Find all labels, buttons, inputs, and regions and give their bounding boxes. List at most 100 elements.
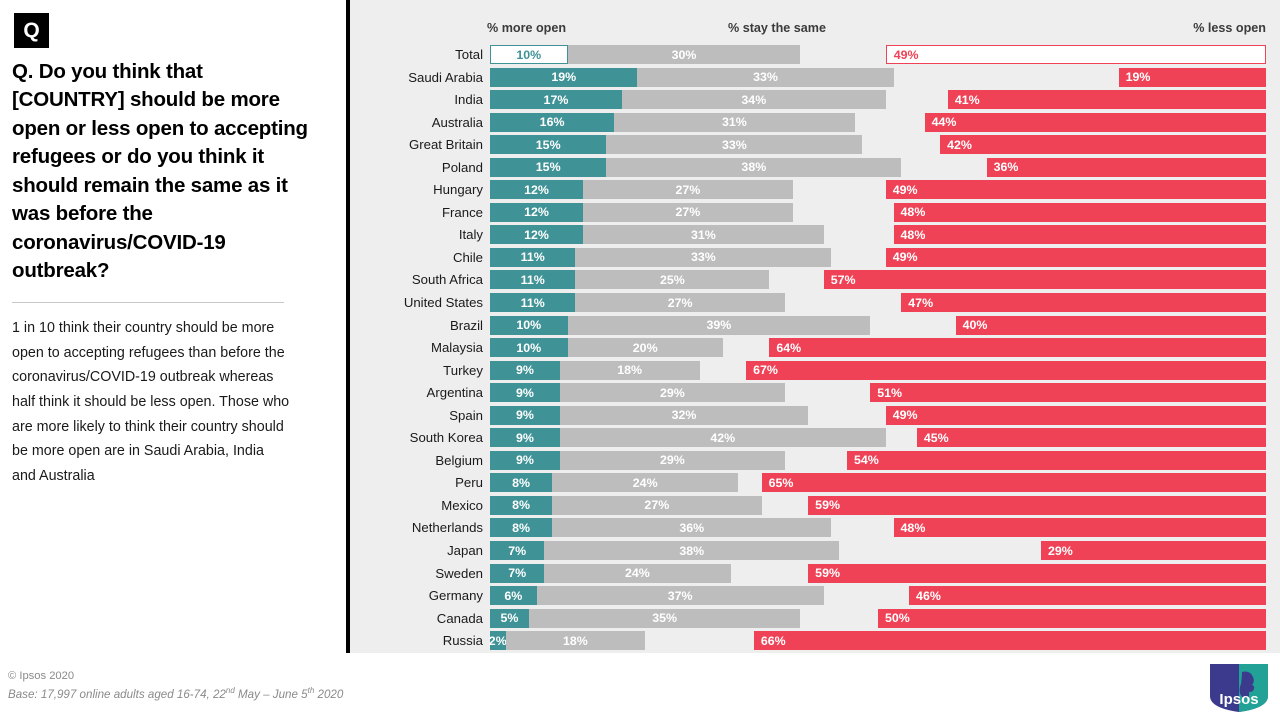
bar-area: 11% 33% 49% xyxy=(490,247,1266,267)
chart-row: Total 10% 30% 49% xyxy=(350,45,1280,68)
bar-value-less-open: 48% xyxy=(900,520,926,535)
bar-stay-same: 39% xyxy=(567,315,871,335)
bar-value-more-open: 16% xyxy=(539,115,565,130)
bar-value-stay-same: 38% xyxy=(679,543,705,558)
bar-value-stay-same: 25% xyxy=(659,272,685,287)
bar-area: 9% 29% 54% xyxy=(490,450,1266,470)
bar-more-open: 19% xyxy=(490,67,638,87)
row-label-france: France xyxy=(441,204,483,220)
bar-area: 11% 25% 57% xyxy=(490,270,1266,290)
row-label-spain: Spain xyxy=(449,407,483,423)
bar-stay-same: 27% xyxy=(583,202,793,222)
bar-less-open: 66% xyxy=(753,631,1266,651)
bar-more-open: 9% xyxy=(490,383,560,403)
bar-value-more-open: 8% xyxy=(512,520,530,535)
bar-stay-same: 36% xyxy=(552,518,832,538)
bar-value-more-open: 9% xyxy=(515,408,534,423)
bar-area: 10% 20% 64% xyxy=(490,338,1266,358)
bar-value-stay-same: 27% xyxy=(675,205,701,220)
bar-stay-same: 20% xyxy=(567,338,723,358)
legend-more-open: % more open xyxy=(487,21,567,35)
copyright-text: © Ipsos 2020 xyxy=(8,670,75,682)
bar-less-open: 45% xyxy=(916,428,1266,448)
row-label-japan: Japan xyxy=(447,543,483,559)
bar-value-more-open: 12% xyxy=(524,227,549,242)
chart-row: Poland 15% 38% 36% xyxy=(350,157,1280,181)
bar-value-less-open: 50% xyxy=(885,611,910,626)
row-label-italy: Italy xyxy=(458,227,483,243)
bar-value-less-open: 40% xyxy=(962,318,988,333)
bar-value-stay-same: 36% xyxy=(679,520,705,535)
bar-stay-same: 35% xyxy=(528,608,801,628)
bar-value-more-open: 9% xyxy=(515,363,534,378)
bar-value-stay-same: 31% xyxy=(690,227,716,242)
chart-row: Great Britain 15% 33% 42% xyxy=(350,135,1280,158)
row-label-germany: Germany xyxy=(428,588,483,604)
bar-less-open: 48% xyxy=(893,225,1266,245)
bar-value-more-open: 5% xyxy=(500,611,519,626)
bar-value-less-open: 54% xyxy=(853,453,879,468)
bar-value-less-open: 51% xyxy=(877,385,903,400)
legend-less-open: % less open xyxy=(1193,21,1266,35)
bar-area: 15% 33% 42% xyxy=(490,135,1266,155)
bar-less-open: 46% xyxy=(909,586,1266,606)
base-mid: May – June 5 xyxy=(234,688,308,702)
bar-area: 2% 18% 66% xyxy=(489,631,1266,651)
summary-text: 1 in 10 think their country should be mo… xyxy=(12,319,290,485)
bar-value-stay-same: 29% xyxy=(659,385,685,400)
bar-more-open: 8% xyxy=(490,495,553,515)
chart-legend: % more open % stay the same % less open xyxy=(350,21,1280,39)
bar-stay-same: 27% xyxy=(552,495,762,515)
bar-value-more-open: 15% xyxy=(535,160,561,175)
bar-value-less-open: 45% xyxy=(923,430,949,445)
bar-more-open: 11% xyxy=(490,270,576,290)
bar-stay-same: 24% xyxy=(544,563,731,583)
bar-value-more-open: 11% xyxy=(520,272,545,287)
chart-row: Turkey 9% 18% 67% xyxy=(350,360,1280,384)
chart-row: Mexico 8% 27% 59% xyxy=(350,495,1280,519)
bar-area: 7% 38% 29% xyxy=(490,541,1266,561)
bar-area: 10% 30% 49% xyxy=(490,45,1266,64)
bar-value-less-open: 65% xyxy=(768,475,794,490)
bar-value-less-open: 46% xyxy=(916,588,941,603)
chart-row: France 12% 27% 48% xyxy=(350,202,1280,226)
bar-stay-same: 24% xyxy=(552,473,739,493)
bar-value-more-open: 9% xyxy=(515,385,534,400)
row-label-poland: Poland xyxy=(441,159,483,175)
chart-row: Germany 6% 37% 46% xyxy=(350,586,1280,609)
bar-less-open: 41% xyxy=(947,90,1266,110)
base-suffix: 2020 xyxy=(314,688,344,702)
bar-value-less-open: 47% xyxy=(908,295,934,310)
base-prefix: Base: 17,997 online adults aged 16-74, 2… xyxy=(8,688,226,702)
bar-value-more-open: 10% xyxy=(516,47,542,62)
footer: © Ipsos 2020 Base: 17,997 online adults … xyxy=(8,668,708,704)
bar-value-less-open: 66% xyxy=(760,633,786,648)
bar-value-less-open: 57% xyxy=(830,272,856,287)
chart-row: Chile 11% 33% 49% xyxy=(350,247,1280,271)
vertical-divider xyxy=(346,0,350,653)
chart-row: Argentina 9% 29% 51% xyxy=(350,383,1280,406)
bar-value-more-open: 12% xyxy=(524,182,549,197)
bar-value-more-open: 6% xyxy=(504,588,523,603)
bar-less-open: 49% xyxy=(885,180,1266,200)
bar-value-less-open: 49% xyxy=(892,182,918,197)
chart-rows: Total 10% 30% 49% Saudi Arabia 19% 33% 19% India… xyxy=(350,45,1280,654)
bar-value-more-open: 8% xyxy=(512,475,530,490)
bar-more-open: 10% xyxy=(490,338,568,358)
bar-more-open: 12% xyxy=(490,180,584,200)
chart-row: South Africa 11% 25% 57% xyxy=(350,270,1280,293)
chart-row: Russia 2% 18% 66% xyxy=(350,631,1280,654)
bar-less-open: 36% xyxy=(986,157,1266,177)
bar-less-open: 54% xyxy=(846,450,1266,470)
svg-text:Ipsos: Ipsos xyxy=(1219,691,1258,708)
base-sup-1: nd xyxy=(225,686,235,696)
bar-less-open: 49% xyxy=(885,247,1266,267)
bar-stay-same: 42% xyxy=(559,428,886,448)
bar-value-stay-same: 24% xyxy=(632,475,658,490)
bar-area: 7% 24% 59% xyxy=(490,563,1266,583)
question-badge: Q xyxy=(14,13,49,48)
bar-value-more-open: 9% xyxy=(515,430,534,445)
bar-more-open: 9% xyxy=(490,450,560,470)
bar-value-more-open: 12% xyxy=(524,205,549,220)
bar-more-open: 17% xyxy=(490,90,622,110)
